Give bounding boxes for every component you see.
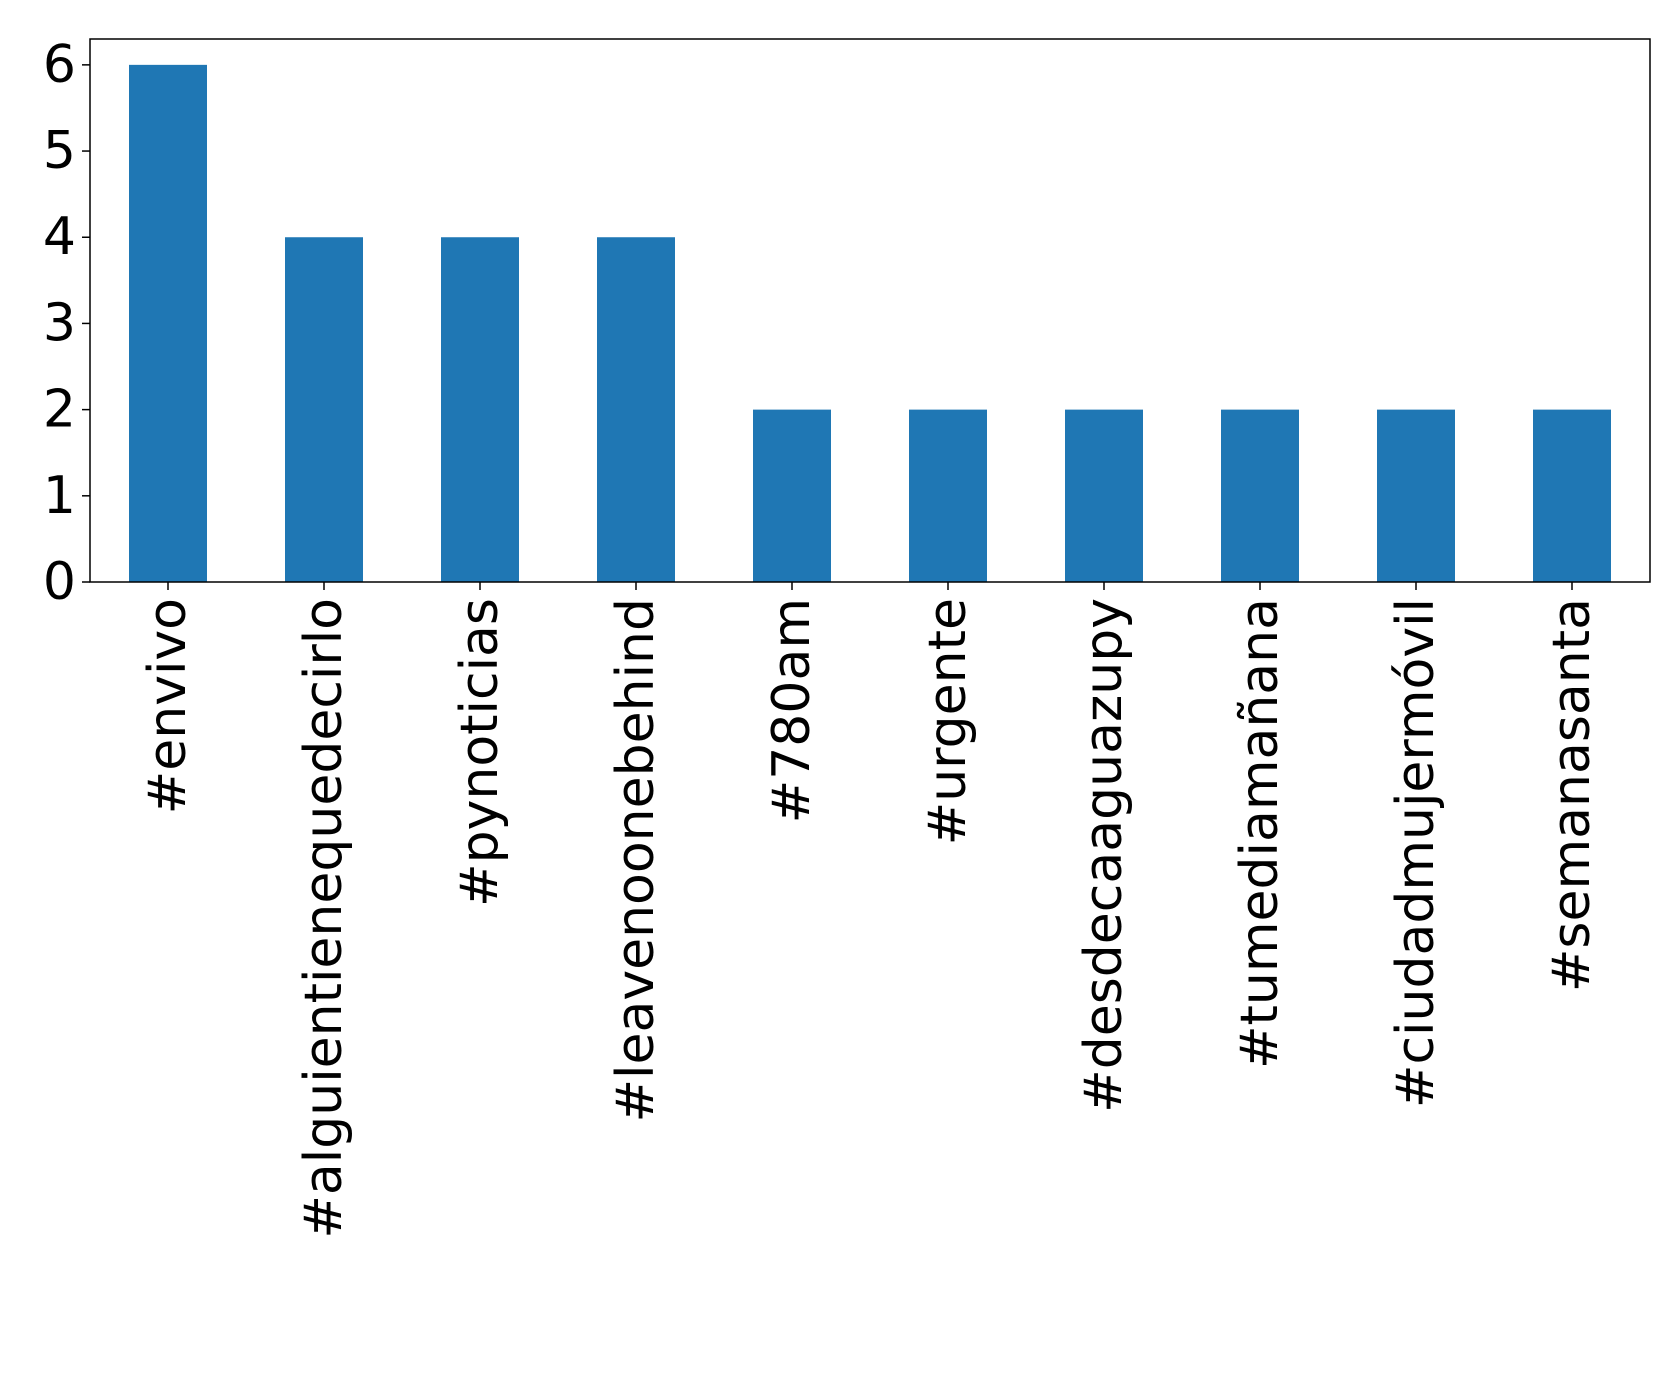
bar-3 bbox=[597, 237, 675, 582]
x-tick-label-7: #tumediamañana bbox=[1230, 598, 1290, 1069]
y-tick-label-0: 0 bbox=[43, 552, 76, 612]
x-tick-label-5: #urgente bbox=[918, 598, 978, 845]
bar-1 bbox=[285, 237, 363, 582]
x-tick-label-1: #alguientienequedecirlo bbox=[294, 598, 354, 1239]
y-tick-label-4: 4 bbox=[43, 207, 76, 267]
x-tick-label-0: #envivo bbox=[138, 598, 198, 814]
y-tick-label-2: 2 bbox=[43, 380, 76, 440]
y-tick-label-3: 3 bbox=[43, 293, 76, 353]
bar-2 bbox=[441, 237, 519, 582]
x-tick-label-4: #780am bbox=[762, 598, 822, 823]
x-tick-label-9: #semanasanta bbox=[1542, 598, 1602, 992]
bar-4 bbox=[753, 409, 831, 582]
x-axis: #envivo #alguientienequedecirlo #pynoticia… bbox=[138, 582, 1602, 1239]
x-tick-label-6: #desdecaaguazupy bbox=[1074, 598, 1134, 1113]
bar-8 bbox=[1377, 409, 1455, 582]
bar-0 bbox=[129, 64, 207, 583]
bar-6 bbox=[1065, 409, 1143, 582]
y-tick-label-6: 6 bbox=[43, 35, 76, 95]
bars-layer bbox=[129, 64, 1611, 583]
y-tick-label-5: 5 bbox=[43, 121, 76, 181]
bar-9 bbox=[1533, 409, 1611, 582]
y-axis: 0 1 2 3 4 5 6 bbox=[43, 35, 90, 612]
bar-5 bbox=[909, 409, 987, 582]
y-tick-label-1: 1 bbox=[43, 466, 76, 526]
x-tick-label-2: #pynoticias bbox=[450, 598, 510, 907]
x-tick-label-3: #leavenoonebehind bbox=[606, 598, 666, 1123]
x-tick-label-8: #ciudadmujermóvil bbox=[1386, 598, 1446, 1108]
plot-frame bbox=[89, 38, 1651, 583]
bar-7 bbox=[1221, 409, 1299, 582]
